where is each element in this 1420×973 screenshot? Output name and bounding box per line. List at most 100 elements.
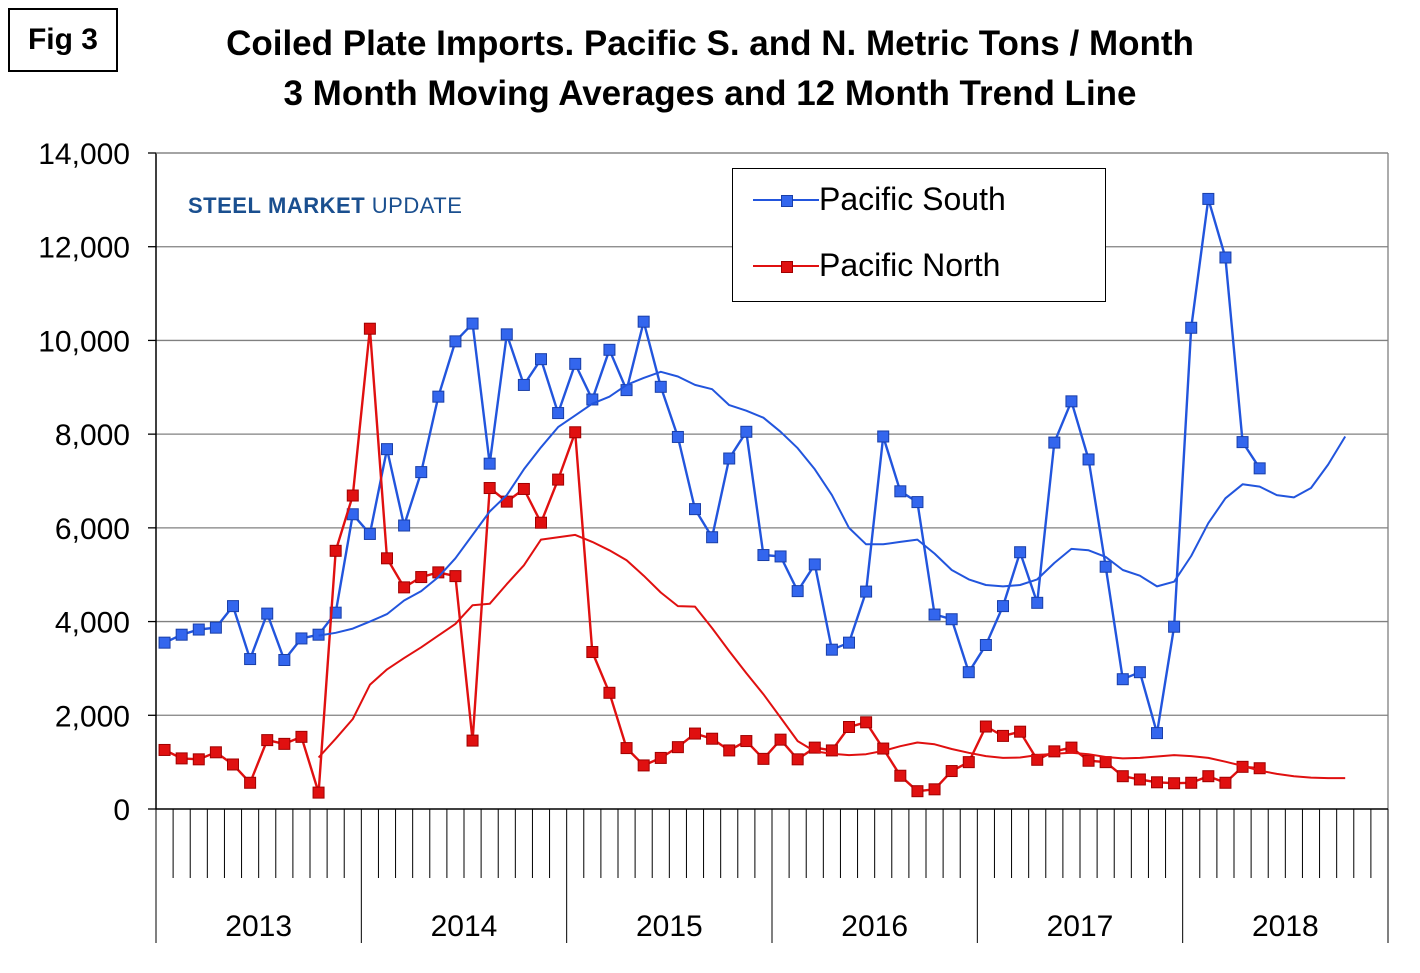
axes: 0 2,000 4,000 6,000 8,000 10,000 12,000 14,000 2…	[38, 138, 1389, 943]
data-point-pacific-south	[1014, 546, 1027, 559]
data-point-pacific-north	[825, 744, 838, 757]
data-point-pacific-south	[620, 384, 633, 397]
data-point-pacific-north	[158, 743, 171, 756]
data-point-pacific-north	[689, 727, 701, 740]
data-point-pacific-north	[1168, 777, 1181, 790]
data-point-pacific-south	[1099, 560, 1112, 573]
data-point-pacific-south	[654, 380, 667, 393]
y-tick-label: 10,000	[38, 325, 130, 358]
data-point-pacific-north	[569, 426, 582, 439]
data-point-pacific-south	[415, 466, 428, 479]
data-point-pacific-north	[1151, 776, 1163, 789]
data-point-pacific-north	[997, 729, 1009, 742]
x-year-label: 2018	[1252, 910, 1319, 943]
x-year-label: 2017	[1047, 910, 1114, 943]
data-point-pacific-south	[1219, 251, 1232, 264]
data-point-pacific-south	[894, 485, 907, 498]
data-point-pacific-north	[637, 759, 650, 772]
data-point-pacific-south	[227, 600, 239, 613]
data-point-pacific-south	[1031, 596, 1044, 609]
data-point-pacific-north	[654, 751, 667, 764]
legend-swatch-pacific-north	[753, 256, 819, 276]
data-point-pacific-north	[227, 758, 239, 771]
data-point-pacific-north	[346, 489, 359, 502]
data-point-pacific-south	[997, 600, 1009, 613]
data-point-pacific-south	[825, 643, 838, 656]
data-point-pacific-north	[535, 516, 547, 529]
data-point-pacific-north	[415, 571, 428, 584]
data-point-pacific-south	[1253, 462, 1266, 475]
data-point-pacific-south	[791, 585, 804, 598]
legend-item-pacific-south: Pacific South	[733, 181, 1006, 218]
data-point-pacific-south	[261, 607, 274, 620]
x-year-label: 2013	[225, 910, 292, 943]
y-tick-label: 6,000	[55, 513, 130, 546]
data-point-pacific-south	[466, 317, 479, 330]
data-point-pacific-south	[774, 550, 787, 563]
data-point-pacific-south	[1133, 666, 1146, 679]
data-point-pacific-south	[295, 632, 308, 645]
data-point-pacific-south	[860, 585, 873, 598]
data-point-pacific-south	[278, 653, 291, 666]
data-point-pacific-north	[381, 552, 393, 565]
data-point-pacific-south	[398, 519, 411, 532]
data-point-pacific-north	[1048, 745, 1061, 758]
data-point-pacific-south	[843, 636, 855, 649]
data-point-pacific-south	[500, 328, 513, 341]
data-point-pacific-north	[1185, 776, 1198, 789]
logo-market: MARKET	[268, 193, 366, 218]
data-point-pacific-south	[723, 452, 736, 465]
data-point-pacific-north	[449, 570, 462, 583]
data-point-pacific-south	[1048, 436, 1061, 449]
data-point-pacific-south	[552, 407, 565, 420]
y-tick-label: 12,000	[38, 232, 130, 265]
data-point-pacific-north	[552, 473, 565, 486]
data-point-pacific-north	[843, 721, 855, 733]
data-point-pacific-north	[740, 735, 753, 748]
data-point-pacific-south	[1202, 192, 1215, 205]
x-year-label: 2014	[431, 910, 498, 943]
data-point-pacific-north	[1014, 725, 1027, 738]
data-point-pacific-north	[1065, 741, 1078, 754]
series-line-pacific-north-12-month-trend	[317, 533, 1346, 780]
series-line-pacific-south-12-month-trend	[318, 370, 1347, 637]
data-point-pacific-north	[757, 752, 770, 765]
data-point-pacific-south	[586, 393, 599, 406]
data-point-pacific-south	[1236, 436, 1249, 449]
data-point-pacific-south	[1151, 727, 1163, 740]
legend-label-pacific-north: Pacific North	[819, 247, 1001, 283]
data-point-pacific-south	[603, 343, 616, 356]
data-point-pacific-north	[979, 720, 992, 733]
legend-swatch-pacific-south	[753, 190, 819, 210]
data-point-pacific-north	[312, 786, 325, 799]
data-point-pacific-north	[603, 686, 616, 699]
data-point-pacific-south	[808, 558, 821, 571]
data-point-pacific-south	[671, 430, 684, 443]
data-point-pacific-south	[363, 527, 376, 540]
logo-text: STEEL MARKET UPDATE	[188, 193, 462, 219]
data-point-pacific-north	[175, 752, 188, 765]
data-point-pacific-south	[483, 457, 496, 470]
y-tick-label: 8,000	[55, 419, 130, 452]
data-point-pacific-south	[945, 613, 958, 626]
y-tick-label: 2,000	[55, 700, 130, 733]
steel-market-update-logo: STEEL MARKET UPDATE	[185, 165, 485, 245]
data-point-pacific-south	[175, 628, 188, 641]
data-point-pacific-south	[1082, 453, 1095, 466]
data-point-pacific-north	[517, 482, 530, 495]
figure-label-text: Fig 3	[27, 23, 98, 56]
chart-title-line2: 3 Month Moving Averages and 12 Month Tre…	[283, 74, 1137, 113]
data-point-pacific-south	[209, 621, 222, 634]
series	[158, 192, 1347, 799]
data-point-pacific-north	[1116, 770, 1129, 783]
data-point-pacific-south	[535, 353, 547, 366]
legend: Pacific South Pacific North	[732, 168, 1106, 302]
data-point-pacific-north	[398, 581, 411, 594]
data-point-pacific-south	[706, 531, 719, 544]
data-point-pacific-north	[295, 730, 308, 743]
data-point-pacific-north	[1082, 754, 1095, 767]
data-point-pacific-north	[723, 744, 736, 757]
figure-label: Fig 3	[8, 8, 118, 72]
data-point-pacific-north	[791, 753, 804, 766]
